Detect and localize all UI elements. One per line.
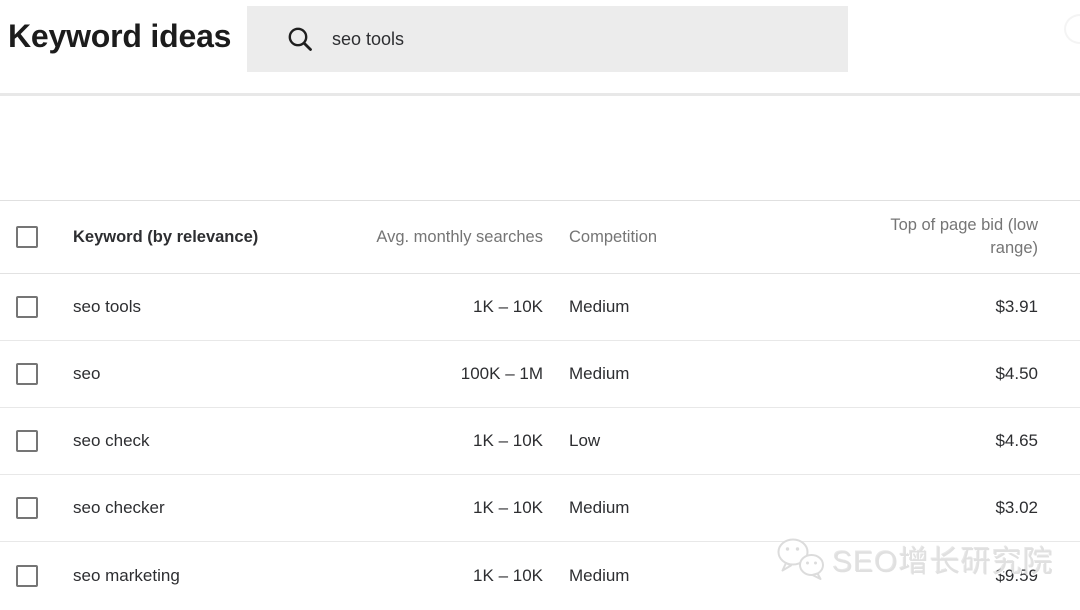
keyword-cell: seo tools [73,297,142,316]
top-of-page-bid-cell: $3.02 [995,498,1038,517]
table-row: seo marketing 1K – 10K Medium $9.59 [0,542,1080,609]
keyword-search-box[interactable] [247,6,848,72]
cutoff-watermark-fragment [1064,14,1080,44]
column-header-keyword[interactable]: Keyword (by relevance) [73,227,259,246]
top-of-page-bid-cell: $4.65 [995,431,1038,450]
row-checkbox[interactable] [16,296,38,318]
column-header-competition[interactable]: Competition [569,227,658,246]
column-header-top-of-page-bid-label: Top of page bid (low range) [890,215,1038,257]
column-header-top-of-page-bid[interactable]: Top of page bid (low range) [803,214,1080,260]
keyword-cell: seo [73,364,101,383]
row-checkbox[interactable] [16,564,38,587]
select-all-checkbox[interactable] [16,226,38,248]
keyword-cell: seo checker [73,498,165,517]
column-header-avg-monthly-searches[interactable]: Avg. monthly searches [376,227,543,246]
section-divider [0,93,1080,96]
top-of-page-bid-cell: $3.91 [995,297,1038,316]
competition-cell: Medium [569,565,630,585]
avg-monthly-searches-cell: 100K – 1M [460,364,543,383]
page-title: Keyword ideas [8,18,232,54]
table-row: seo 100K – 1M Medium $4.50 [0,341,1080,408]
table-row: seo check 1K – 10K Low $4.65 [0,408,1080,475]
avg-monthly-searches-cell: 1K – 10K [473,498,543,517]
avg-monthly-searches-cell: 1K – 10K [473,431,543,450]
search-icon [288,27,312,51]
keyword-ideas-table: Keyword (by relevance) Avg. monthly sear… [0,200,1080,609]
competition-cell: Low [569,431,601,450]
avg-monthly-searches-cell: 1K – 10K [473,297,543,316]
competition-cell: Medium [569,364,630,383]
row-checkbox[interactable] [16,430,38,452]
keyword-cell: seo marketing [73,565,180,585]
competition-cell: Medium [569,297,630,316]
topbar: Keyword ideas [0,0,1080,93]
avg-monthly-searches-cell: 1K – 10K [473,565,543,585]
top-of-page-bid-cell: $9.59 [995,565,1038,585]
top-of-page-bid-cell: $4.50 [995,364,1038,383]
competition-cell: Medium [569,498,630,517]
keyword-cell: seo check [73,431,150,450]
row-checkbox[interactable] [16,363,38,385]
table-header-row: Keyword (by relevance) Avg. monthly sear… [0,201,1080,274]
table-row: seo checker 1K – 10K Medium $3.02 [0,475,1080,542]
search-input[interactable] [332,28,812,50]
row-checkbox[interactable] [16,497,38,519]
table-row: seo tools 1K – 10K Medium $3.91 [0,274,1080,341]
